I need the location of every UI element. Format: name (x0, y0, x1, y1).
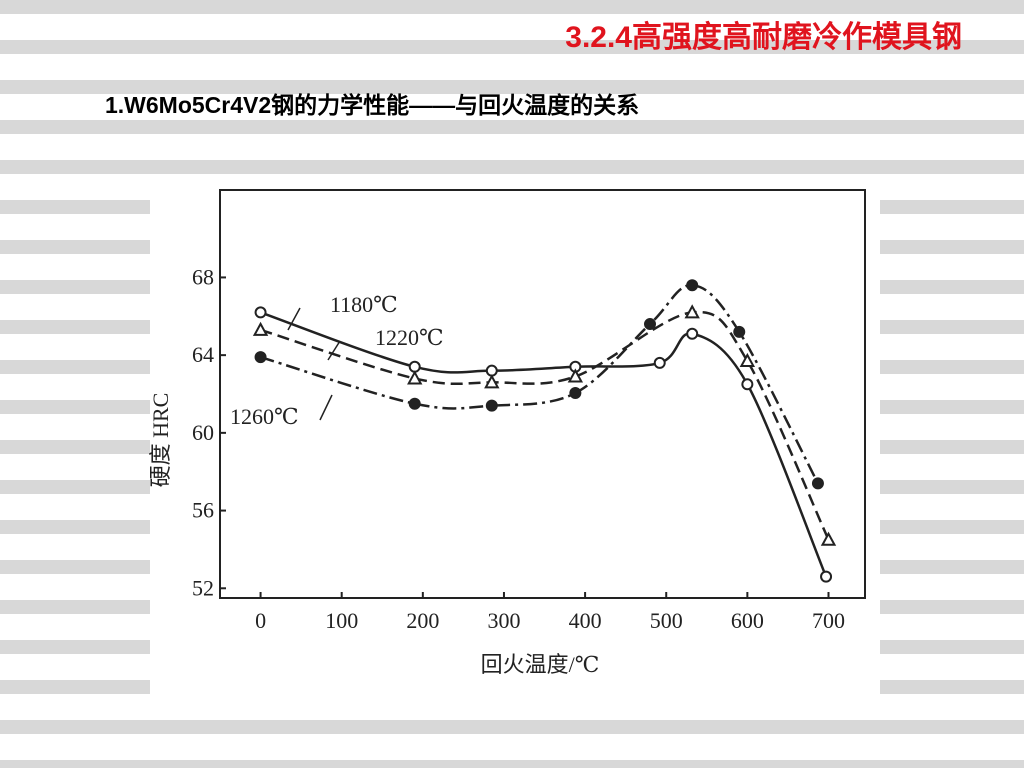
series-label: 1260℃ (230, 404, 299, 429)
y-axis-label: 硬度 HRC (148, 393, 173, 488)
y-tick-label: 60 (192, 420, 214, 445)
chart-background (150, 180, 880, 710)
x-tick-label: 400 (569, 608, 602, 633)
marker (739, 352, 756, 367)
marker (811, 477, 824, 490)
marker (254, 351, 267, 364)
y-tick-label: 56 (192, 498, 214, 523)
x-tick-label: 600 (731, 608, 764, 633)
marker (484, 374, 500, 389)
slide-subtitle: 1.W6Mo5Cr4V2钢的力学性能——与回火温度的关系 (105, 92, 640, 118)
x-tick-label: 0 (255, 608, 266, 633)
marker (653, 356, 666, 369)
marker (252, 321, 269, 336)
marker (567, 368, 584, 383)
x-tick-label: 500 (650, 608, 683, 633)
marker (686, 279, 699, 292)
marker (485, 364, 498, 377)
marker (820, 570, 833, 583)
slide-title: 3.2.4高强度高耐磨冷作模具钢 (565, 21, 962, 54)
marker (485, 399, 498, 412)
label-leader (287, 307, 301, 331)
series-line (260, 310, 830, 541)
series-label: 1220℃ (375, 325, 444, 350)
y-tick-label: 52 (192, 575, 214, 600)
x-tick-label: 200 (406, 608, 439, 633)
x-tick-label: 700 (812, 608, 845, 633)
x-axis-label: 回火温度/℃ (481, 652, 600, 677)
label-leader (327, 340, 341, 361)
marker (741, 378, 754, 391)
series-label: 1180℃ (330, 292, 398, 317)
label-leader (319, 394, 333, 421)
marker (820, 531, 837, 546)
x-tick-label: 300 (487, 608, 520, 633)
marker (686, 327, 699, 340)
x-tick-label: 100 (325, 608, 358, 633)
marker (408, 397, 421, 410)
marker (408, 360, 421, 373)
marker (684, 304, 700, 319)
marker (569, 387, 582, 400)
plot-frame (219, 189, 866, 599)
y-tick-label: 68 (192, 264, 214, 289)
marker (254, 306, 267, 319)
marker (407, 370, 423, 385)
y-tick-label: 64 (192, 342, 214, 367)
marker (644, 318, 656, 331)
marker (733, 325, 746, 338)
